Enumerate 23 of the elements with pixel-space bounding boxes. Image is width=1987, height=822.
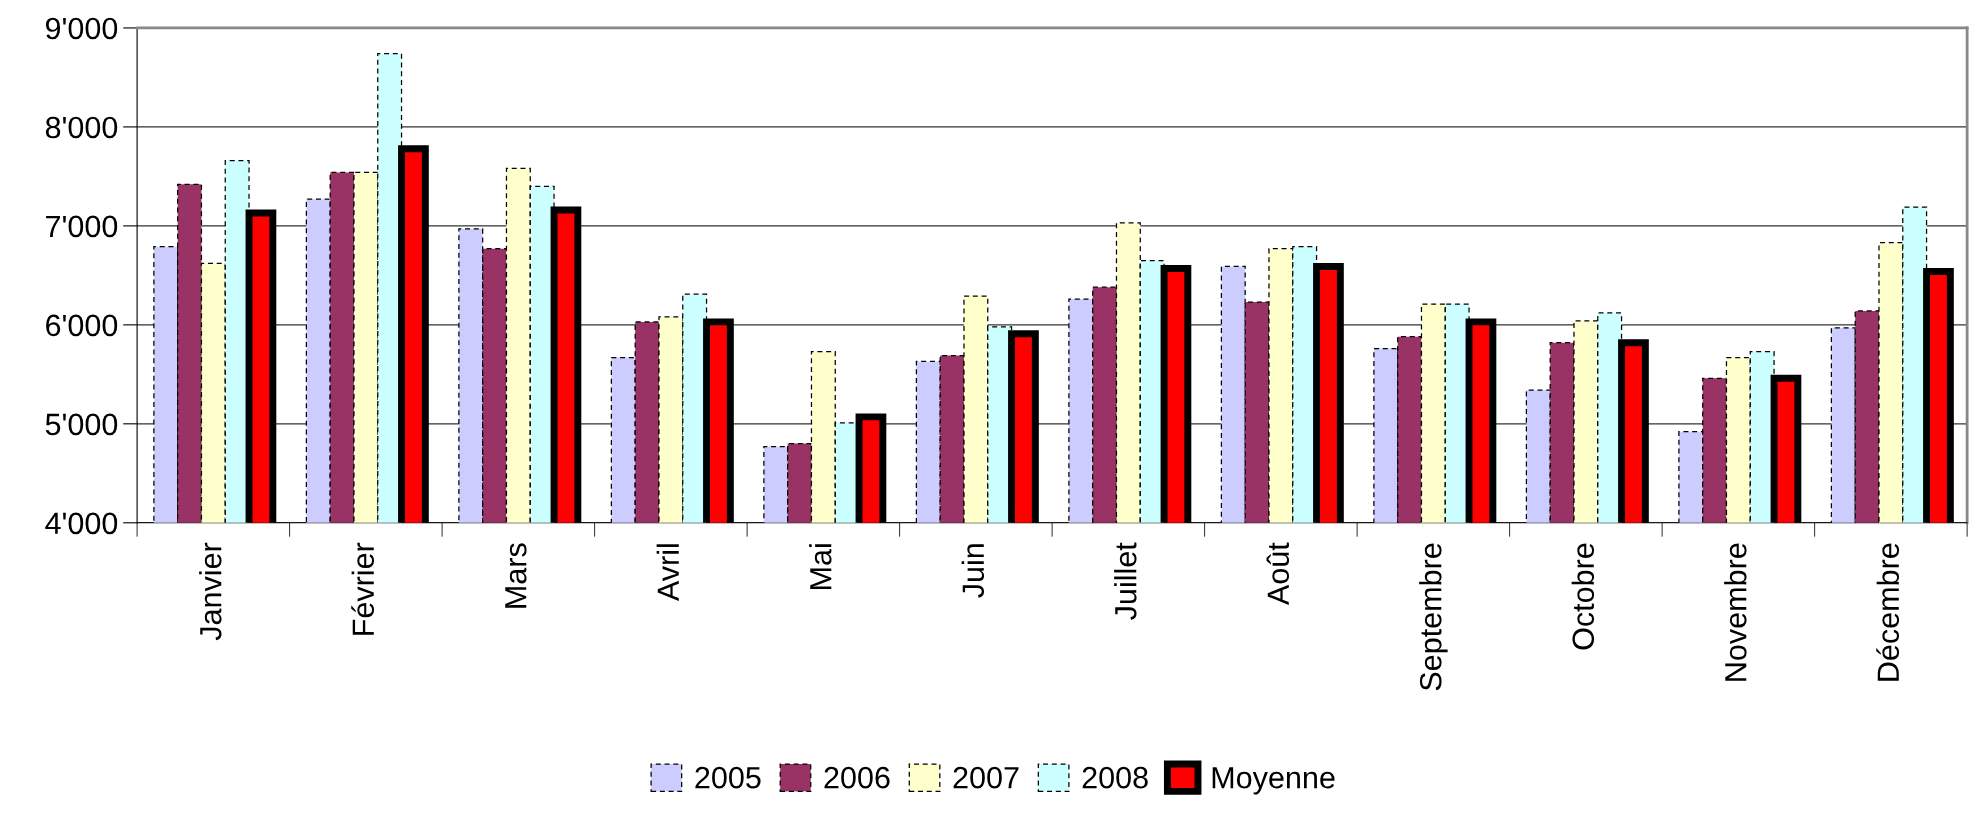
legend-label: 2008 — [1082, 766, 1148, 789]
y-tick-label: 7'000 — [46, 215, 118, 238]
legend-label: 2007 — [953, 766, 1019, 789]
y-tick-label: 9'000 — [45, 17, 118, 40]
legend-label: 2005 — [695, 766, 761, 789]
x-tick-label: Juillet — [1114, 542, 1137, 620]
legend-label: Moyenne — [1212, 767, 1335, 795]
x-tick-label: Août — [1266, 542, 1290, 606]
x-tick-label: Janvier — [199, 542, 222, 641]
x-tick-label: Décembre — [1876, 543, 1900, 681]
y-tick-label: 4'000 — [45, 512, 118, 535]
y-tick-label: 5'000 — [45, 413, 118, 436]
x-tick-label: Juin — [961, 544, 985, 598]
x-tick-label: Novembre — [1724, 543, 1747, 681]
x-tick-label: Février — [351, 542, 375, 635]
x-tick-label: Mai — [809, 544, 832, 589]
y-tick-label: 8'000 — [45, 116, 118, 139]
x-tick-label: Septembre — [1419, 543, 1448, 691]
x-tick-label: Avril — [656, 544, 679, 602]
y-tick-label: 6'000 — [46, 314, 118, 337]
legend-label: 2006 — [824, 766, 890, 789]
x-tick-label: Mars — [505, 543, 527, 608]
x-tick-label: Octobre — [1571, 543, 1595, 650]
